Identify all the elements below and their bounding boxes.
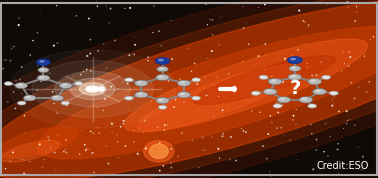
Point (359, 168, 365, 171)
Circle shape (126, 78, 130, 80)
Point (296, 9, 302, 12)
Point (168, 147, 174, 150)
Ellipse shape (0, 127, 79, 158)
Point (293, 108, 299, 111)
Point (140, 131, 146, 134)
Point (353, 5, 359, 8)
Circle shape (39, 60, 45, 63)
Point (53, 169, 59, 171)
Point (175, 155, 181, 158)
Point (74, 170, 80, 173)
Circle shape (315, 90, 321, 92)
Point (54, 42, 60, 45)
Point (2, 167, 8, 170)
Circle shape (125, 78, 133, 82)
Point (57, 82, 64, 85)
Point (215, 147, 222, 150)
Ellipse shape (124, 39, 367, 132)
Point (240, 60, 246, 63)
Point (107, 7, 113, 10)
Point (200, 149, 206, 151)
Point (90, 132, 96, 135)
Point (347, 56, 353, 58)
Point (301, 20, 307, 22)
Point (45, 136, 51, 139)
Circle shape (126, 97, 130, 98)
Point (105, 162, 112, 165)
Point (189, 139, 195, 142)
Circle shape (268, 78, 282, 85)
Point (93, 0, 99, 3)
Point (249, 93, 256, 96)
Point (373, 0, 378, 3)
Point (348, 81, 354, 84)
Point (344, 1, 350, 3)
Point (331, 96, 337, 99)
Point (309, 74, 315, 77)
Point (282, 57, 288, 60)
Point (27, 54, 33, 57)
Point (341, 127, 347, 130)
Point (171, 106, 177, 109)
Circle shape (192, 96, 200, 100)
Point (151, 5, 157, 7)
Point (240, 5, 246, 8)
Point (90, 151, 96, 154)
Point (339, 70, 345, 73)
Circle shape (194, 97, 197, 98)
Point (48, 147, 54, 150)
Point (54, 4, 60, 7)
Point (352, 20, 358, 23)
Ellipse shape (138, 65, 301, 131)
Point (78, 73, 84, 76)
Circle shape (288, 74, 302, 80)
Point (41, 158, 47, 161)
Point (82, 143, 88, 146)
Point (131, 53, 137, 56)
Point (88, 130, 94, 133)
Circle shape (299, 96, 313, 103)
Circle shape (32, 61, 153, 117)
Point (288, 54, 294, 57)
Point (37, 143, 43, 146)
Circle shape (180, 81, 185, 83)
Point (162, 124, 168, 126)
Point (329, 98, 335, 101)
Point (168, 162, 174, 164)
Point (8, 59, 14, 62)
Point (17, 78, 23, 81)
Point (145, 56, 151, 59)
Point (140, 83, 146, 86)
Circle shape (156, 74, 169, 81)
Point (353, 11, 359, 14)
Point (344, 110, 350, 113)
Point (202, 149, 208, 152)
Circle shape (125, 96, 133, 100)
Point (157, 169, 163, 172)
Point (344, 122, 350, 125)
Point (209, 135, 215, 138)
Point (375, 22, 378, 25)
Point (207, 18, 213, 21)
Point (185, 47, 191, 50)
Point (220, 109, 226, 112)
Point (73, 14, 79, 17)
Point (95, 49, 101, 52)
Circle shape (253, 92, 257, 93)
Circle shape (17, 84, 22, 86)
Point (7, 159, 13, 162)
Point (135, 152, 141, 155)
Circle shape (38, 67, 49, 73)
Point (10, 151, 16, 154)
Point (261, 68, 267, 71)
Point (345, 6, 351, 9)
Point (370, 35, 376, 38)
Point (171, 106, 177, 109)
Circle shape (291, 67, 296, 69)
Point (34, 89, 40, 92)
Point (16, 17, 22, 19)
Circle shape (18, 101, 26, 105)
Circle shape (15, 83, 28, 89)
